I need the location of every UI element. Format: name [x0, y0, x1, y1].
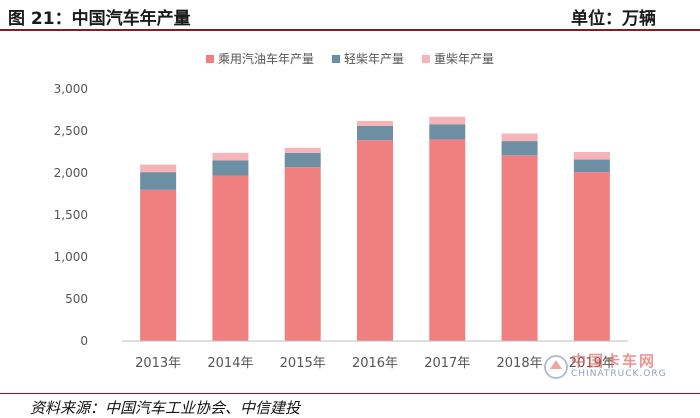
legend-swatch-gasoline: [205, 54, 214, 63]
y-tick-label: 2,500: [54, 124, 88, 138]
y-tick-label: 0: [80, 334, 88, 348]
chart-legend: 乘用汽油车年产量 轻柴年产量 重柴年产量: [0, 50, 700, 67]
bar-segment-light-diesel: [284, 152, 321, 168]
x-tick-label: 2014年: [207, 356, 253, 371]
stacked-bar-chart: 0 500 1,000 1,500 2,000 2,500 3,000 2013年 2014年 2…: [54, 82, 628, 371]
bar-segment-gasoline: [429, 139, 466, 341]
bar-segment-heavy-diesel: [573, 152, 610, 160]
legend-item-gasoline: 乘用汽油车年产量: [205, 50, 314, 67]
x-tick-label: 2018年: [497, 356, 543, 371]
legend-label-light-diesel: 轻柴年产量: [343, 52, 404, 66]
bar-segment-gasoline: [357, 140, 393, 341]
bar-segment-heavy-diesel: [212, 152, 249, 161]
bar-segment-gasoline: [501, 155, 538, 341]
legend-item-light-diesel: 轻柴年产量: [331, 50, 404, 67]
x-tick-label: 2019年: [569, 356, 615, 371]
x-tick-label: 2016年: [352, 356, 398, 371]
bar-segment-light-diesel: [573, 159, 610, 173]
truck-logo-icon: [544, 355, 568, 379]
legend-label-gasoline: 乘用汽油车年产量: [217, 52, 314, 66]
legend-swatch-heavy-diesel: [422, 54, 430, 63]
bar-segment-gasoline: [284, 167, 321, 341]
figure-header: 图 21：中国汽车年产量 单位：万辆: [0, 0, 700, 30]
y-tick-label: 1,500: [54, 208, 88, 222]
y-tick-label: 2,000: [54, 166, 88, 180]
y-tick-label: 1,000: [54, 250, 88, 264]
legend-swatch-light-diesel: [331, 54, 340, 63]
bar-segment-light-diesel: [429, 124, 466, 140]
unit-label: 单位：万辆: [571, 9, 656, 29]
bar-segment-gasoline: [140, 189, 177, 341]
bar-segment-heavy-diesel: [429, 116, 466, 125]
legend-item-heavy-diesel: 重柴年产量: [422, 50, 494, 67]
watermark-brand: 中国卡车网: [571, 352, 657, 370]
y-tick-label: 500: [65, 292, 88, 306]
bar-segment-gasoline: [573, 172, 610, 341]
bar-segment-heavy-diesel: [284, 147, 321, 153]
bar-segment-heavy-diesel: [501, 133, 538, 142]
header-divider: [0, 29, 700, 31]
legend-label-heavy-diesel: 重柴年产量: [434, 52, 495, 66]
bar-segment-gasoline: [212, 175, 249, 341]
watermark-domain: CHINATRUCK.ORG: [571, 369, 667, 379]
x-tick-label: 2015年: [280, 356, 326, 371]
figure-title: 图 21：中国汽车年产量: [8, 9, 191, 29]
x-tick-label: 2013年: [135, 356, 181, 371]
watermark: 中国卡车网 CHINATRUCK.ORG: [543, 350, 693, 388]
x-tick-label: 2017年: [424, 356, 470, 371]
source-note: 资料来源：中国汽车工业协会、中信建投: [30, 399, 301, 417]
footer-divider: [0, 393, 700, 394]
y-tick-label: 3,000: [54, 82, 88, 96]
bar-segment-light-diesel: [212, 160, 249, 176]
bar-segment-light-diesel: [357, 125, 393, 141]
bar-segment-light-diesel: [501, 141, 538, 156]
bar-segment-light-diesel: [140, 172, 177, 190]
bar-segment-heavy-diesel: [357, 120, 393, 126]
bar-segment-heavy-diesel: [140, 164, 177, 173]
